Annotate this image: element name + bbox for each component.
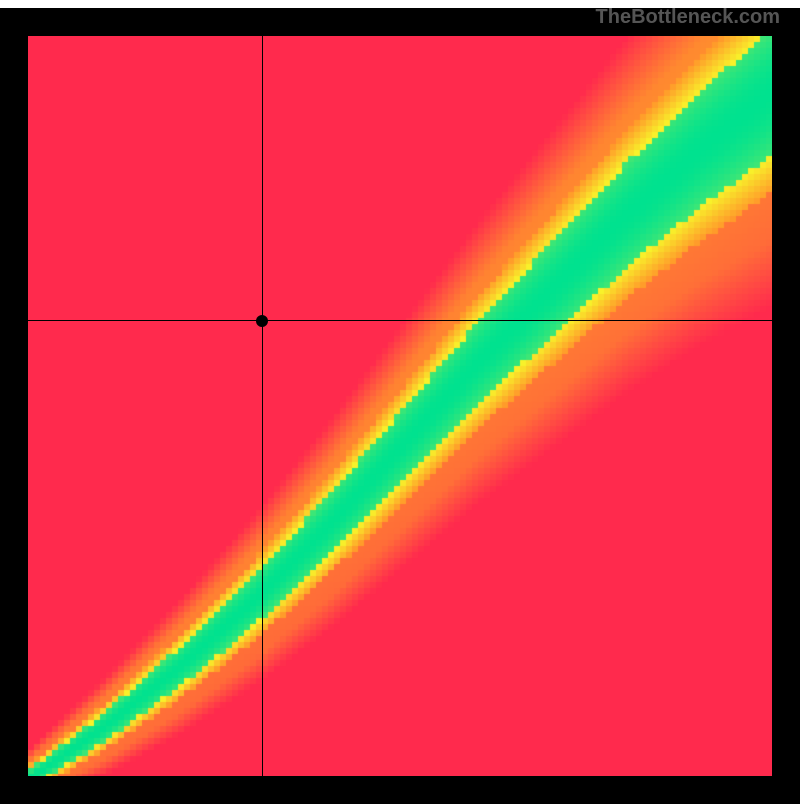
crosshair-horizontal [28, 320, 772, 321]
plot-frame [0, 8, 800, 804]
chart-container: TheBottleneck.com [0, 0, 800, 800]
watermark-text: TheBottleneck.com [596, 6, 780, 29]
crosshair-marker [256, 315, 268, 327]
crosshair-vertical [262, 36, 263, 776]
